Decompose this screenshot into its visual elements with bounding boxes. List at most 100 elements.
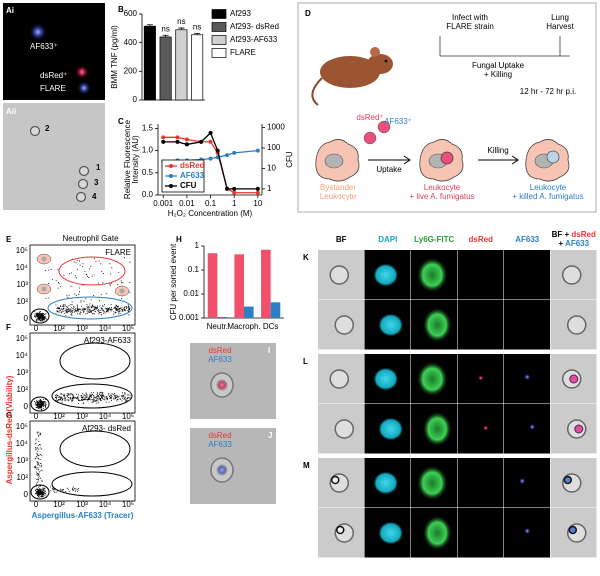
- significance-label: ns: [161, 24, 169, 33]
- x-tick-label: 0: [34, 500, 39, 509]
- cell: [78, 165, 90, 177]
- data-point: [175, 135, 180, 140]
- fitc: [422, 411, 453, 447]
- label: dsRed: [208, 346, 231, 355]
- fitc: [422, 307, 453, 343]
- x-tick-label: 0.1: [205, 199, 217, 208]
- y-tick-label: 10³: [16, 280, 28, 289]
- fungus: [546, 150, 560, 164]
- data-point: [232, 186, 237, 191]
- bar: [207, 253, 218, 318]
- fungus: [440, 151, 454, 165]
- y-tick-label: 0.1: [188, 265, 200, 274]
- panel-letter: M: [303, 461, 310, 470]
- label: AF633⁺: [30, 42, 58, 51]
- label: dsRed⁺: [356, 113, 383, 122]
- data-point: [255, 186, 260, 191]
- nucleus: [41, 286, 47, 292]
- panel-letter: Aii: [6, 107, 16, 116]
- label: Infect with: [452, 13, 488, 22]
- fluorescence: [75, 65, 89, 79]
- header-part: BF +: [552, 230, 572, 239]
- legend-label: CFU: [180, 181, 197, 190]
- flow-events: [34, 257, 131, 322]
- y-tick-label: 0.001: [179, 313, 200, 322]
- gate: [47, 296, 133, 320]
- bar: [234, 254, 244, 318]
- image: [3, 103, 105, 210]
- panel-letter: D: [305, 9, 311, 18]
- x-tick-label: 1: [232, 199, 237, 208]
- label: dsRed⁺: [40, 71, 67, 80]
- flow-events: [33, 431, 80, 498]
- data-point: [184, 137, 189, 142]
- cell: [329, 265, 349, 285]
- axis-title: Intensity (AU): [131, 135, 140, 184]
- bar: [191, 34, 204, 101]
- arrow: [368, 155, 411, 165]
- gate: [59, 342, 131, 380]
- label: 12 hr - 72 hr p.i.: [520, 87, 576, 96]
- x-tick-label: 10²: [53, 324, 65, 333]
- error-bar: [162, 34, 169, 37]
- legend-marker: [169, 184, 173, 188]
- cell-number: 2: [45, 124, 50, 133]
- label: FLARE: [40, 84, 66, 93]
- fungus: [377, 120, 391, 134]
- panel-letter: G: [6, 411, 12, 420]
- strain-label: FLARE: [105, 248, 131, 257]
- x-tick-label: 0: [34, 324, 39, 333]
- header-part: dsRed: [571, 230, 596, 239]
- image-tile: [504, 250, 550, 300]
- error-bar: [146, 24, 153, 27]
- image-tile: [504, 300, 550, 350]
- panel-letter: F: [6, 323, 11, 332]
- header-part: AF633: [565, 239, 590, 248]
- axis-title: CFU: [285, 151, 294, 168]
- fluorescence: [528, 423, 536, 431]
- error-bar: [178, 27, 185, 30]
- label: Bystander: [320, 183, 356, 192]
- x-tick-label: 10: [253, 199, 262, 208]
- gate: [30, 308, 50, 324]
- cell: [329, 369, 349, 389]
- x-tick-label: 0.01: [179, 199, 195, 208]
- fitc: [422, 515, 453, 551]
- x-tick-label: 10³: [76, 324, 88, 333]
- data-point: [161, 135, 166, 140]
- x-tick-label: DCs: [263, 322, 279, 331]
- y-tick-label: 0: [24, 402, 29, 411]
- dapi: [377, 521, 404, 545]
- y-tick-label: 0.01: [183, 289, 199, 298]
- legend-marker: [169, 174, 173, 178]
- fluorescence: [29, 23, 47, 41]
- data-point: [255, 148, 260, 153]
- panel-letter: I: [268, 346, 270, 355]
- bar: [159, 36, 172, 101]
- strain-label: Af293-AF633: [84, 336, 132, 345]
- label: Leukocyte: [424, 183, 461, 192]
- y2-tick-label: 1: [267, 184, 272, 193]
- legend-swatch: [211, 35, 227, 45]
- x-tick-label: 10⁵: [122, 324, 134, 333]
- y-tick-label: 10³: [16, 456, 28, 465]
- flow-events: [34, 391, 131, 411]
- mouse-tail: [311, 77, 323, 106]
- cell: [334, 419, 354, 439]
- fungus: [331, 475, 340, 485]
- dapi: [372, 263, 399, 287]
- dapi: [372, 471, 399, 495]
- bar: [244, 306, 254, 318]
- fluorescence: [482, 425, 489, 431]
- label: Harvest: [546, 22, 574, 31]
- y-tick-label: 1: [195, 241, 200, 250]
- data-point: [199, 139, 204, 144]
- label: + killed A. fumigatus: [512, 192, 583, 201]
- panel-letter: C: [118, 117, 124, 126]
- fungus: [363, 131, 377, 145]
- arrow: [478, 155, 519, 165]
- panel-letter: B: [118, 5, 124, 14]
- column-header: Ly6G-FITC: [414, 235, 454, 244]
- data-point: [225, 153, 230, 158]
